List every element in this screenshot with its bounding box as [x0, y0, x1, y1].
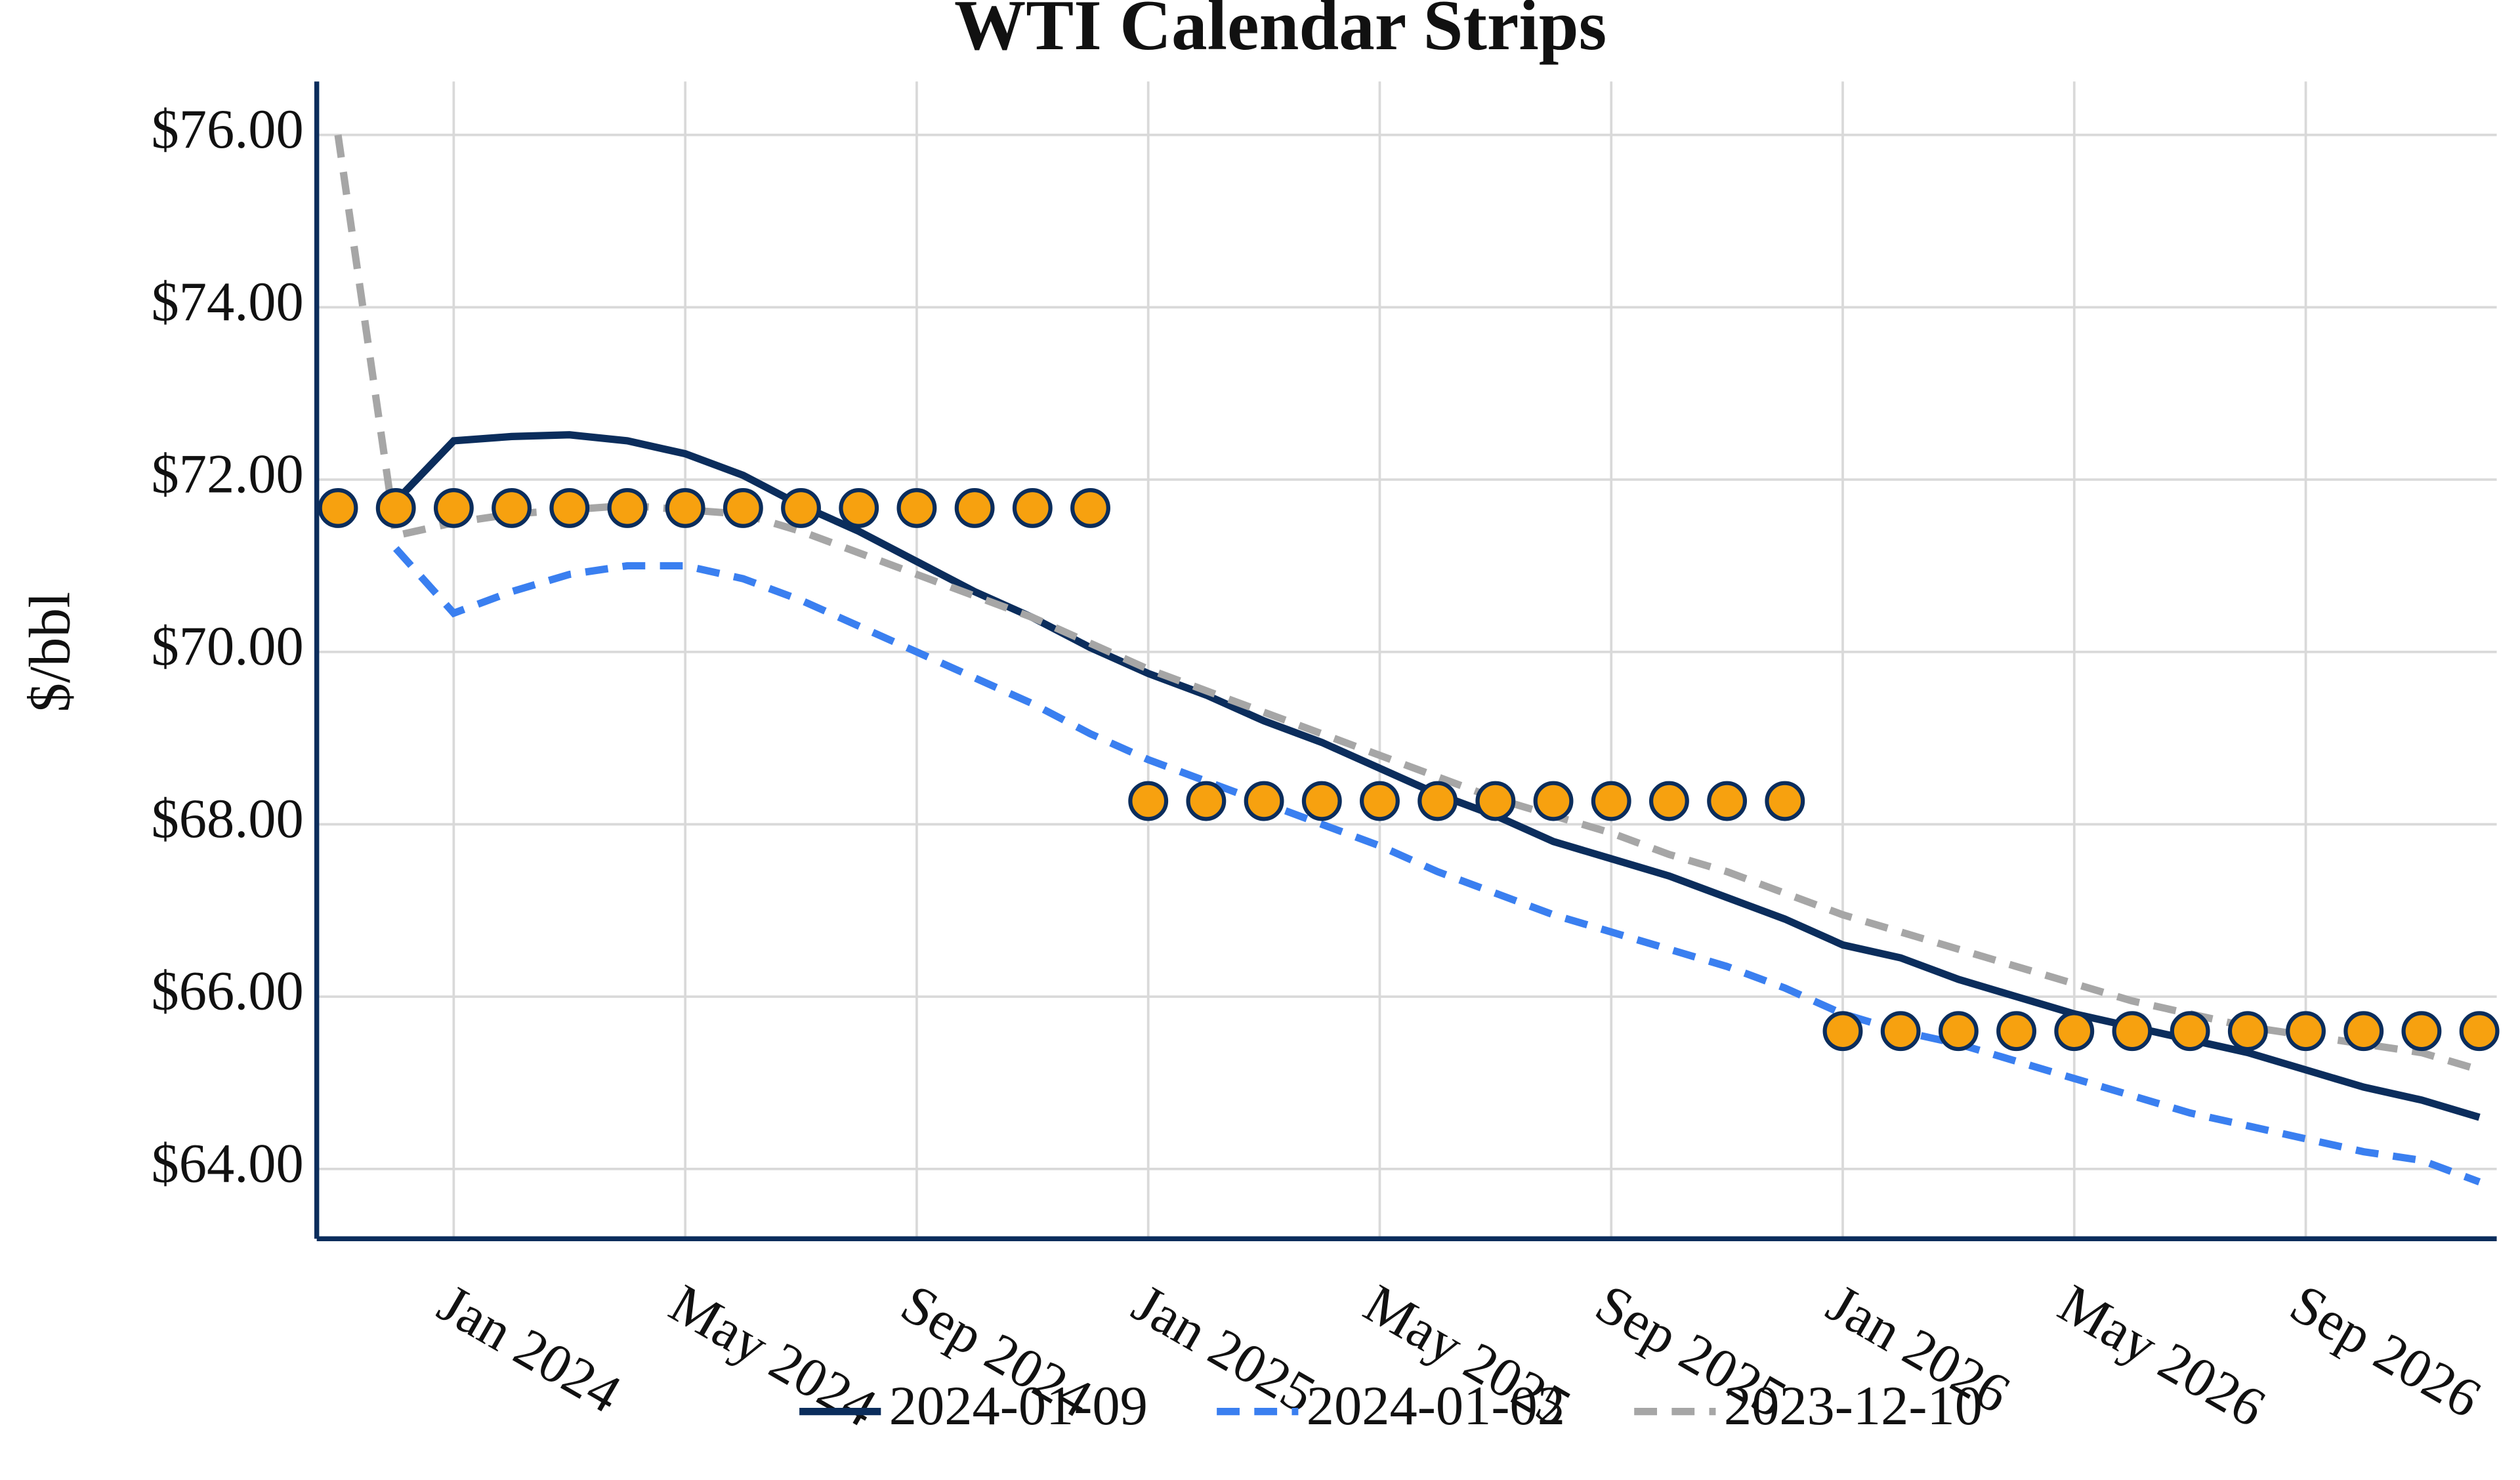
strip-marker: [2343, 1011, 2384, 1052]
strip-marker: [1822, 1011, 1863, 1052]
strip-marker: [1765, 781, 1805, 821]
strip-marker: [2459, 1011, 2500, 1052]
strip-marker: [2401, 1011, 2442, 1052]
strip-marker: [2170, 1011, 2210, 1052]
strip-marker: [954, 487, 995, 528]
x-tick-label: May 2026: [2049, 1273, 2275, 1439]
strip-marker: [1648, 781, 1689, 821]
legend: 2024-01-09 2024-01-02 2023-12-10: [799, 1376, 1983, 1437]
plot-area: [318, 134, 2500, 1185]
x-tick-label: Jan 2024: [428, 1273, 631, 1425]
series-line: [334, 134, 2481, 1074]
strip-marker: [2054, 1011, 2095, 1052]
strip-marker: [665, 487, 705, 528]
x-tick-label: Jan 2025: [1123, 1273, 1326, 1425]
y-tick-label: $72.00: [151, 443, 303, 504]
x-tick-label: Sep 2026: [2280, 1273, 2490, 1429]
series-line: [393, 546, 2481, 1185]
strip-marker: [839, 487, 879, 528]
strip-marker: [1012, 487, 1053, 528]
strip-marker: [1591, 781, 1631, 821]
strip-marker: [1070, 487, 1110, 528]
strip-marker: [1938, 1011, 1979, 1052]
grid: [316, 81, 2497, 1239]
strip-marker: [1996, 1011, 2037, 1052]
legend-label: 2023-12-10: [1724, 1376, 1983, 1437]
strip-marker: [1533, 781, 1574, 821]
chart-title: WTI Calendar Strips: [954, 0, 1606, 65]
strip-marker: [2227, 1011, 2268, 1052]
strip-marker: [549, 487, 590, 528]
strip-marker: [1418, 781, 1458, 821]
axes: $64.00 $66.00 $68.00 $70.00 $72.00 $74.00 $76.…: [151, 81, 2497, 1439]
strip-marker: [1475, 781, 1516, 821]
strip-marker: [375, 487, 416, 528]
y-tick-label: $70.00: [151, 616, 303, 677]
strip-marker: [1128, 781, 1169, 821]
strip-marker: [318, 487, 358, 528]
strip-marker: [1186, 781, 1227, 821]
strip-marker: [1244, 781, 1284, 821]
series-line: [393, 431, 2481, 1121]
strip-marker: [433, 487, 474, 528]
strip-marker: [781, 487, 821, 528]
legend-label: 2024-01-02: [1307, 1376, 1565, 1437]
y-tick-label: $76.00: [151, 99, 303, 160]
strip-marker: [2112, 1011, 2152, 1052]
strip-marker: [2286, 1011, 2326, 1052]
strip-marker: [1360, 781, 1400, 821]
strip-marker: [723, 487, 763, 528]
y-axis-label: $/bbl: [18, 592, 83, 712]
strip-marker: [1707, 781, 1748, 821]
strip-marker: [607, 487, 648, 528]
y-tick-label: $74.00: [151, 272, 303, 333]
y-tick-label: $66.00: [151, 961, 303, 1022]
strip-marker: [492, 487, 532, 528]
strip-marker: [1301, 781, 1342, 821]
strip-marker: [1880, 1011, 1921, 1052]
y-tick-label: $68.00: [151, 789, 303, 850]
y-tick-label: $64.00: [151, 1133, 303, 1194]
strip-marker: [896, 487, 937, 528]
legend-label: 2024-01-09: [889, 1376, 1148, 1437]
